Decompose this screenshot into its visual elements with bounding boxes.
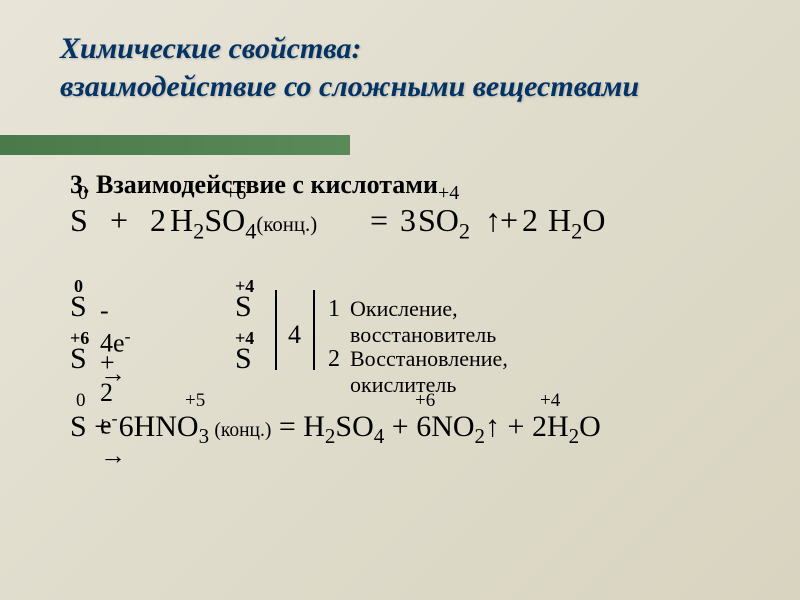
eq1-SO2-txt: SO (418, 202, 459, 238)
eq1-H: H (170, 202, 193, 238)
eq2-arrow: ↑ (485, 410, 500, 443)
eq1-H2SO4: H2SO4(конц.) (170, 202, 317, 244)
hr2-S4: S (235, 342, 252, 376)
hr1-minus: - (125, 326, 131, 346)
eq1-H2O: H2O (548, 202, 605, 244)
eq1-S: S (70, 202, 88, 239)
eq1-SO: SO (204, 202, 245, 238)
eq2-sub2c: 2 (569, 424, 580, 448)
eq2-sub4: 4 (374, 424, 385, 448)
hr2-S6: S (70, 342, 87, 376)
eq1-arrowup: ↑ (485, 202, 501, 239)
equation-2: 0 +5 +6 +4 S + 6HNO3 (конц.) = H2SO4 + 6… (70, 410, 601, 449)
eq2-ox-H2SO4: +6 (415, 390, 435, 412)
lcm: 4 (288, 320, 301, 350)
eq1-SO2-sub: 2 (459, 218, 470, 243)
slide-title: Химические свойства: взаимодействие со с… (60, 30, 760, 105)
eq2-sub2a: 2 (325, 424, 336, 448)
eq1-SO2: SO2 (418, 202, 470, 244)
eq2-sub3: 3 (199, 424, 215, 448)
eq1-sub2: 2 (193, 218, 204, 243)
desc-oxidation: Окисление, восстановитель (350, 296, 496, 348)
content-area: 0 +6 +4 S + 2 H2SO4(конц.) = 3 SO2 ↑ + 2… (70, 195, 760, 260)
eq1-H2O-O: O (582, 202, 605, 238)
eq2-konz: (конц.) (214, 420, 271, 441)
eq1-H2O-sub: 2 (571, 218, 582, 243)
mult-2: 2 (328, 346, 340, 373)
eq1-coef3: 3 (400, 202, 416, 239)
eq2-mid: = H (271, 410, 325, 443)
eq1-H2O-H: H (548, 202, 571, 238)
eq2-ox-NO2: +4 (540, 390, 560, 412)
eq1-plus1: + (110, 202, 128, 239)
eq2-ox-HNO3: +5 (185, 390, 205, 412)
eq2-sub2b: 2 (475, 424, 486, 448)
title-line-2: взаимодействие со сложными веществами (60, 70, 639, 103)
equation-1: 0 +6 +4 S + 2 H2SO4(конц.) = 3 SO2 ↑ + 2… (70, 200, 760, 260)
divider-2 (313, 290, 315, 370)
eq2-p1: S + 6HNO (70, 410, 199, 443)
eq1-konz: (конц.) (256, 213, 317, 236)
eq1-coef2b: 2 (522, 202, 538, 239)
eq2-6no: + 6NO (384, 410, 474, 443)
eq1-coef2a: 2 (150, 202, 166, 239)
eq2-so4: SO (335, 410, 373, 443)
eq2-ox-S: 0 (76, 390, 86, 412)
eq1-equals: = (370, 202, 388, 239)
eq2-2h2o: + 2H (500, 410, 569, 443)
accent-bar (0, 135, 350, 155)
title-line-1: Химические свойства: (60, 32, 361, 65)
eq1-plus2: + (500, 202, 518, 239)
hr1-S0: S (70, 290, 87, 324)
mult-1: 1 (328, 296, 340, 323)
eq2-O: O (579, 410, 601, 443)
divider-1 (275, 290, 277, 370)
eq2-line: S + 6HNO3 (конц.) = H2SO4 + 6NO2↑ + 2H2O (70, 410, 601, 443)
eq1-sub4: 4 (245, 218, 256, 243)
hr1-S4: S (235, 290, 252, 324)
